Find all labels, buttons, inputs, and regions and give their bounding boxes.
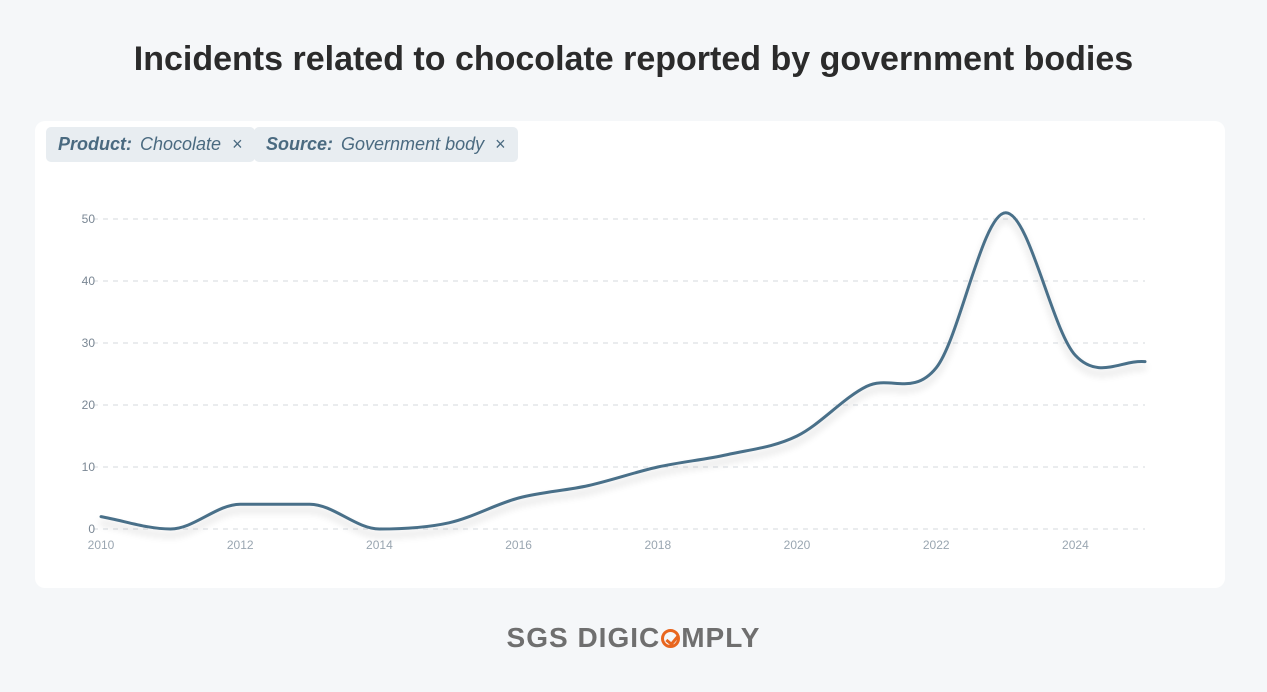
x-tick-label: 2016 — [505, 538, 532, 552]
data-point[interactable] — [930, 362, 942, 374]
filter-key: Source: — [266, 134, 334, 154]
x-tick-label: 2024 — [1062, 538, 1089, 552]
close-icon[interactable]: × — [495, 134, 506, 154]
data-point[interactable] — [234, 498, 246, 510]
y-tick-label: 20 — [82, 398, 96, 412]
x-tick-label: 2012 — [227, 538, 254, 552]
x-tick-label: 2010 — [88, 538, 115, 552]
brand-text-left: SGS DIGIC — [506, 622, 661, 653]
x-tick-label: 2014 — [366, 538, 393, 552]
data-point[interactable] — [1069, 349, 1081, 361]
filter-chip-source[interactable]: Source: Government body × — [254, 127, 518, 162]
filter-value: Chocolate — [140, 134, 222, 154]
chart-card: Product: Chocolate × Source: Government … — [35, 121, 1225, 588]
data-point[interactable] — [443, 517, 455, 529]
y-tick-label: 30 — [82, 336, 96, 350]
filter-key: Product: — [58, 134, 132, 154]
data-point[interactable] — [513, 492, 525, 504]
data-point[interactable] — [165, 523, 177, 535]
data-point[interactable] — [1139, 356, 1151, 368]
data-point[interactable] — [721, 449, 733, 461]
y-tick-label: 40 — [82, 274, 96, 288]
x-tick-label: 2022 — [923, 538, 950, 552]
data-point[interactable] — [373, 523, 385, 535]
y-tick-label: 0 — [88, 522, 95, 536]
series-line — [99, 211, 1147, 531]
filter-chip-product[interactable]: Product: Chocolate × — [46, 127, 255, 162]
line-chart: 0 10 20 30 40 50 2010 2012 2014 2016 2018 2020 2022 2… — [82, 207, 1151, 552]
data-point[interactable] — [652, 461, 664, 473]
close-icon[interactable]: × — [232, 134, 243, 154]
chart-title: Incidents related to chocolate reported … — [133, 40, 1134, 78]
x-tick-label: 2018 — [644, 538, 671, 552]
data-point[interactable] — [582, 480, 594, 492]
x-tick-label: 2020 — [784, 538, 811, 552]
filter-value: Government body — [341, 134, 485, 154]
data-point[interactable] — [304, 498, 316, 510]
y-tick-label: 50 — [82, 212, 96, 226]
sgs-digicomply-logo: SGS DIGIC MPLY — [0, 622, 1267, 654]
data-point[interactable] — [95, 511, 107, 523]
check-circle-icon — [661, 629, 681, 648]
data-point[interactable] — [1000, 207, 1012, 219]
data-point[interactable] — [861, 380, 873, 392]
y-tick-label: 10 — [82, 460, 96, 474]
brand-text-right: MPLY — [681, 622, 761, 653]
data-point[interactable] — [791, 430, 803, 442]
